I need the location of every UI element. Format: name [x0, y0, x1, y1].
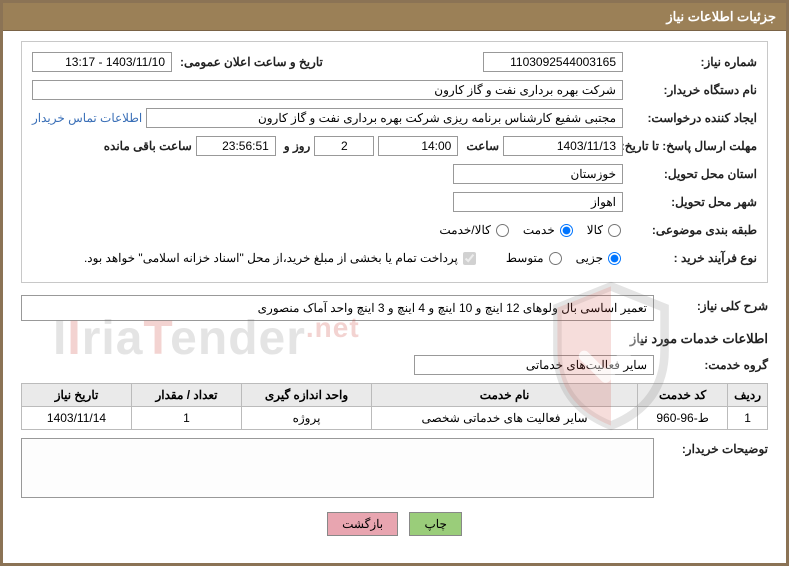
- time-label: ساعت: [462, 139, 499, 153]
- page-header: جزئیات اطلاعات نیاز: [3, 3, 786, 31]
- button-row: چاپ بازگشت: [21, 502, 768, 546]
- buyer-value: شرکت بهره برداری نفت و گاز کارون: [32, 80, 623, 100]
- process-medium-radio[interactable]: [549, 252, 562, 265]
- table-header-row: ردیف کد خدمت نام خدمت واحد اندازه گیری ت…: [22, 384, 768, 407]
- table-row: 1ط-96-960سایر فعالیت های خدماتی شخصیپروژ…: [22, 407, 768, 430]
- days-remaining: 2: [314, 136, 374, 156]
- class-goods-radio[interactable]: [608, 224, 621, 237]
- th-name: نام خدمت: [372, 384, 638, 407]
- class-service-label: خدمت: [523, 223, 555, 237]
- announce-label: تاریخ و ساعت اعلان عمومی:: [176, 55, 323, 69]
- desc-value: تعمیر اساسی بال ولوهای 12 اینچ و 10 اینچ…: [21, 295, 654, 321]
- city-value: اهواز: [453, 192, 623, 212]
- deadline-date: 1403/11/13: [503, 136, 623, 156]
- city-label: شهر محل تحویل:: [627, 195, 757, 209]
- province-value: خوزستان: [453, 164, 623, 184]
- province-label: استان محل تحویل:: [627, 167, 757, 181]
- page-title: جزئیات اطلاعات نیاز: [666, 9, 776, 24]
- need-no-label: شماره نیاز:: [627, 55, 757, 69]
- contact-link[interactable]: اطلاعات تماس خریدار: [32, 111, 142, 125]
- deadline-label: مهلت ارسال پاسخ: تا تاریخ:: [627, 139, 757, 153]
- notes-label: توضیحات خریدار:: [658, 438, 768, 456]
- hours-label: ساعت باقی مانده: [100, 139, 192, 153]
- buyer-label: نام دستگاه خریدار:: [627, 83, 757, 97]
- info-section: شماره نیاز: 1103092544003165 تاریخ و ساع…: [21, 41, 768, 283]
- hours-remaining: 23:56:51: [196, 136, 276, 156]
- th-unit: واحد اندازه گیری: [242, 384, 372, 407]
- cell-name: سایر فعالیت های خدماتی شخصی: [372, 407, 638, 430]
- cell-qty: 1: [132, 407, 242, 430]
- payment-checkbox: [463, 252, 476, 265]
- class-goods-label: کالا: [587, 223, 603, 237]
- th-qty: تعداد / مقدار: [132, 384, 242, 407]
- cell-date: 1403/11/14: [22, 407, 132, 430]
- payment-note: پرداخت تمام یا بخشی از مبلغ خرید،از محل …: [84, 251, 458, 265]
- class-both-label: کالا/خدمت: [439, 223, 490, 237]
- class-both-radio[interactable]: [496, 224, 509, 237]
- cell-unit: پروژه: [242, 407, 372, 430]
- process-partial-label: جزیی: [576, 251, 603, 265]
- desc-label: شرح کلی نیاز:: [658, 295, 768, 313]
- service-table: ردیف کد خدمت نام خدمت واحد اندازه گیری ت…: [21, 383, 768, 430]
- class-label: طبقه بندی موضوعی:: [627, 223, 757, 237]
- process-label: نوع فرآیند خرید :: [627, 251, 757, 265]
- requester-label: ایجاد کننده درخواست:: [627, 111, 757, 125]
- need-no-value: 1103092544003165: [483, 52, 623, 72]
- process-radio-group: جزیی متوسط: [506, 251, 623, 265]
- th-code: کد خدمت: [638, 384, 728, 407]
- back-button[interactable]: بازگشت: [327, 512, 398, 536]
- service-info-title: اطلاعات خدمات مورد نیاز: [21, 325, 768, 353]
- requester-value: مجتبی شفیع کارشناس برنامه ریزی شرکت بهره…: [146, 108, 623, 128]
- th-row: ردیف: [728, 384, 768, 407]
- notes-textarea[interactable]: [21, 438, 654, 498]
- class-radio-group: کالا خدمت کالا/خدمت: [439, 223, 623, 237]
- cell-row: 1: [728, 407, 768, 430]
- process-medium-label: متوسط: [506, 251, 544, 265]
- group-label: گروه خدمت:: [658, 358, 768, 372]
- class-service-radio[interactable]: [560, 224, 573, 237]
- days-label: روز و: [280, 139, 311, 153]
- announce-value: 1403/11/10 - 13:17: [32, 52, 172, 72]
- group-value: سایر فعالیت‌های خدماتی: [414, 355, 654, 375]
- deadline-time: 14:00: [378, 136, 458, 156]
- cell-code: ط-96-960: [638, 407, 728, 430]
- print-button[interactable]: چاپ: [409, 512, 461, 536]
- process-partial-radio[interactable]: [608, 252, 621, 265]
- th-date: تاریخ نیاز: [22, 384, 132, 407]
